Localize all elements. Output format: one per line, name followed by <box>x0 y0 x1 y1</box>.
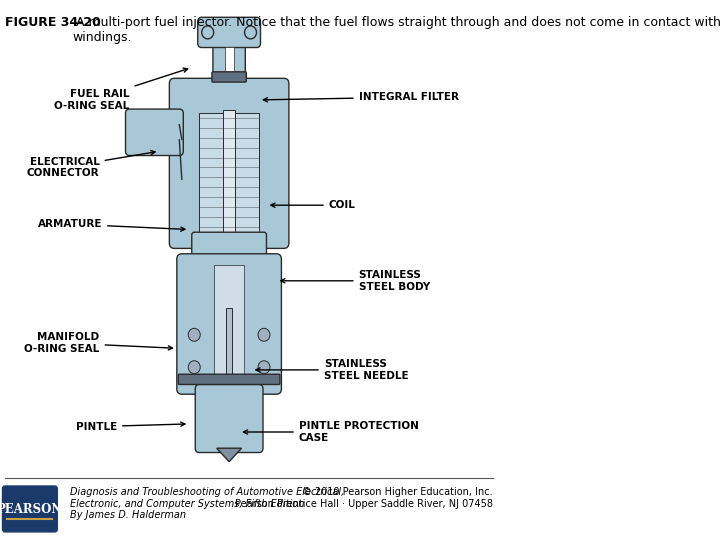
Text: PINTLE: PINTLE <box>76 422 185 431</box>
Circle shape <box>258 328 270 341</box>
FancyBboxPatch shape <box>179 374 280 384</box>
Text: FIGURE 34-20: FIGURE 34-20 <box>5 16 101 29</box>
Circle shape <box>188 328 200 341</box>
Bar <box>223 110 235 238</box>
FancyBboxPatch shape <box>169 78 289 248</box>
Text: ARMATURE: ARMATURE <box>37 219 185 231</box>
Bar <box>214 265 244 383</box>
Text: © 2010 Pearson Higher Education, Inc.
Pearson Prentice Hall · Upper Saddle River: © 2010 Pearson Higher Education, Inc. Pe… <box>235 487 493 509</box>
Text: MANIFOLD
O-RING SEAL: MANIFOLD O-RING SEAL <box>24 332 173 354</box>
Circle shape <box>188 361 200 374</box>
Text: INTEGRAL FILTER: INTEGRAL FILTER <box>264 92 459 102</box>
FancyBboxPatch shape <box>192 232 266 262</box>
Circle shape <box>245 26 256 39</box>
FancyBboxPatch shape <box>195 384 263 453</box>
FancyBboxPatch shape <box>125 109 184 156</box>
FancyBboxPatch shape <box>213 40 246 86</box>
Text: FUEL RAIL
O-RING SEAL: FUEL RAIL O-RING SEAL <box>54 68 188 111</box>
Bar <box>225 46 233 81</box>
Bar <box>226 308 232 432</box>
Bar <box>199 113 259 232</box>
Text: A multi-port fuel injector. Notice that the fuel flows straight through and does: A multi-port fuel injector. Notice that … <box>72 16 720 44</box>
FancyBboxPatch shape <box>198 17 261 48</box>
FancyBboxPatch shape <box>2 486 58 532</box>
FancyBboxPatch shape <box>177 254 282 394</box>
FancyBboxPatch shape <box>212 72 246 82</box>
Circle shape <box>258 361 270 374</box>
Polygon shape <box>217 448 242 462</box>
Circle shape <box>202 26 214 39</box>
Text: STAINLESS
STEEL BODY: STAINLESS STEEL BODY <box>281 270 430 292</box>
Text: PINTLE PROTECTION
CASE: PINTLE PROTECTION CASE <box>243 421 419 443</box>
Text: PEARSON: PEARSON <box>0 503 63 516</box>
Text: STAINLESS
STEEL NEEDLE: STAINLESS STEEL NEEDLE <box>256 359 408 381</box>
Text: ELECTRICAL
CONNECTOR: ELECTRICAL CONNECTOR <box>27 151 155 178</box>
Text: Diagnosis and Troubleshooting of Automotive Electrical,
Electronic, and Computer: Diagnosis and Troubleshooting of Automot… <box>70 487 344 520</box>
Text: COIL: COIL <box>271 200 356 210</box>
